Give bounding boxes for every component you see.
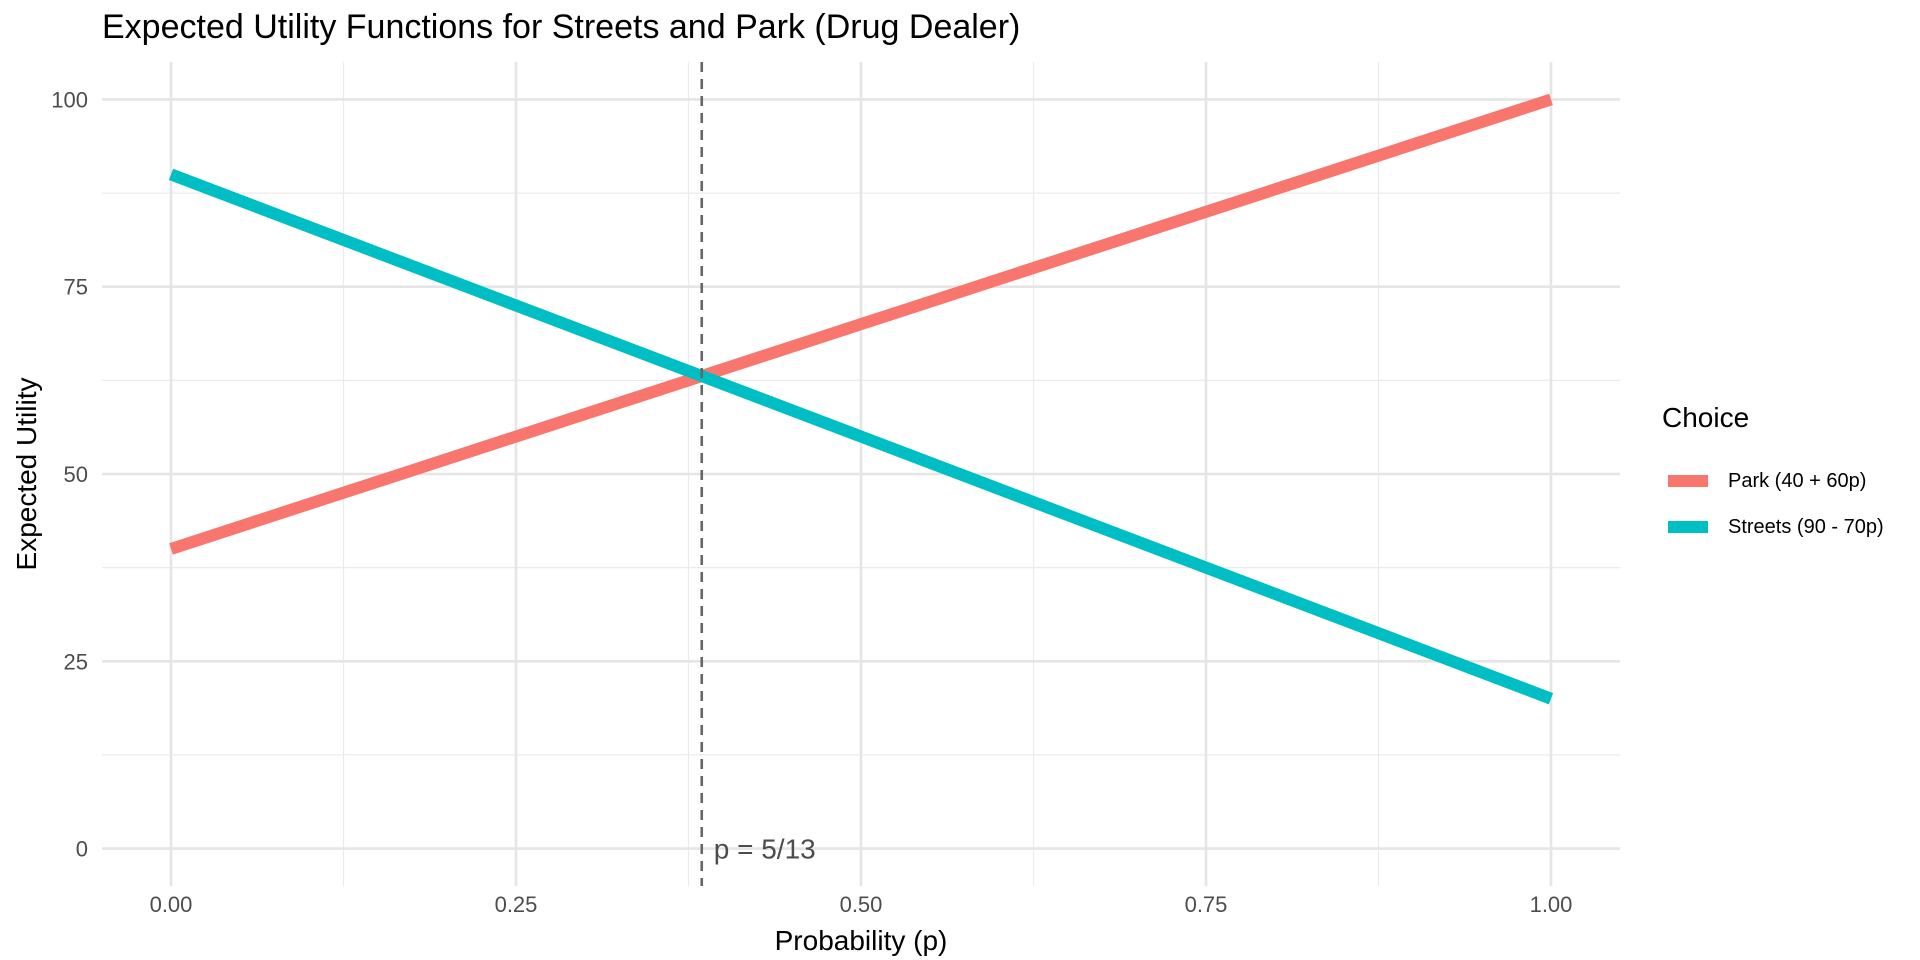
- legend-label-park: Park (40 + 60p): [1728, 469, 1867, 492]
- y-tick-label: 100: [51, 87, 88, 112]
- major-gridlines: [102, 62, 1620, 886]
- y-tick-label: 75: [64, 275, 88, 300]
- y-tick-label: 50: [64, 462, 88, 487]
- x-tick-label: 0.25: [495, 892, 538, 917]
- legend-key-park: [1668, 475, 1708, 487]
- series-line-streets: [168, 168, 1554, 705]
- y-axis-ticks: 0 25 50 75 100: [51, 87, 88, 861]
- y-axis-title: Expected Utility: [11, 378, 42, 571]
- x-tick-label: 0.50: [840, 892, 883, 917]
- series-line-park: [169, 93, 1553, 555]
- legend-item-streets: Streets (90 - 70p): [1662, 504, 1884, 550]
- x-tick-label: 0.75: [1185, 892, 1228, 917]
- reference-line-group: p = 5/13: [700, 62, 816, 886]
- y-tick-label: 0: [76, 837, 88, 862]
- x-tick-label: 1.00: [1530, 892, 1573, 917]
- reference-line-label: p = 5/13: [714, 834, 816, 865]
- y-tick-label: 25: [64, 649, 88, 674]
- x-tick-label: 0.00: [150, 892, 193, 917]
- chart-title: Expected Utility Functions for Streets a…: [102, 8, 1021, 46]
- series-lines: [168, 93, 1554, 705]
- legend-title: Choice: [1662, 402, 1750, 433]
- legend: Choice Park (40 + 60p) Streets (90 - 70p…: [1662, 402, 1884, 550]
- x-axis-title: Probability (p): [775, 925, 948, 956]
- legend-label-streets: Streets (90 - 70p): [1728, 515, 1884, 538]
- x-axis-ticks: 0.00 0.25 0.50 0.75 1.00: [150, 892, 1573, 917]
- legend-item-park: Park (40 + 60p): [1662, 458, 1884, 504]
- legend-key-streets: [1668, 521, 1708, 533]
